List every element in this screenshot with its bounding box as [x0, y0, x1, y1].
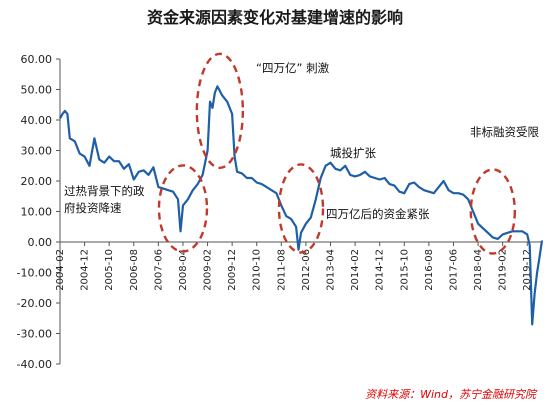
x-tick-label: 2004-12: [80, 249, 91, 291]
x-tick-label: 2015-10: [399, 249, 410, 291]
x-tick-label: 2011-08: [276, 249, 287, 291]
y-tick-label: -20.00: [17, 297, 52, 310]
x-tick-label: 2018-04: [473, 249, 484, 291]
annotation-ellipse: [469, 168, 517, 255]
x-tick-label: 2019-12: [522, 249, 533, 291]
annotation-label: “四万亿” 刺激: [256, 61, 330, 75]
y-tick-label: 0.00: [28, 236, 53, 249]
x-tick-label: 2010-10: [252, 249, 263, 291]
y-tick-label: 50.00: [21, 84, 53, 97]
annotation-label: 过热背景下的政: [64, 184, 145, 198]
x-axis: 2004-02 2004-12 2005-10 2006-08 2007-06 2008-…: [55, 241, 542, 291]
y-tick-label: 20.00: [21, 175, 53, 188]
x-tick-label: 2016-08: [424, 249, 435, 291]
x-tick-label: 2005-10: [104, 249, 115, 291]
annotation-ellipse: [195, 52, 245, 170]
x-tick-label: 2017-06: [448, 249, 459, 291]
y-tick-label: 30.00: [21, 145, 53, 158]
annotation-label: 府投资降速: [64, 201, 122, 215]
x-tick-label: 2013-04: [326, 249, 337, 291]
annotation-label: 四万亿后的资金紧张: [326, 207, 430, 221]
annotation-ellipse: [277, 163, 325, 254]
y-tick-label: 10.00: [21, 206, 53, 219]
x-tick-label: 2009-12: [227, 249, 238, 291]
y-tick-label: -30.00: [17, 328, 52, 341]
annotation-ellipse: [157, 164, 209, 253]
annotation-label: 城投扩张: [330, 146, 376, 160]
y-tick-label: 40.00: [21, 114, 53, 127]
x-tick-label: 2008-04: [178, 249, 189, 291]
x-tick-label: 2007-06: [153, 249, 164, 291]
series-line: [59, 85, 544, 326]
annotation-label: 非标融资受限: [470, 125, 539, 139]
x-tick-label: 2006-08: [129, 249, 140, 291]
y-tick-label: -40.00: [17, 358, 52, 371]
y-tick-label: -10.00: [17, 267, 52, 280]
x-tick-label: 2014-12: [375, 249, 386, 291]
series-layer: [59, 85, 544, 326]
x-tick-label: 2014-02: [350, 249, 361, 291]
chart-title: 资金来源因素变化对基建增速的影响: [146, 8, 403, 27]
x-tick-label: 2012-06: [301, 249, 312, 291]
y-tick-label: 60.00: [21, 53, 53, 66]
chart-source-note: 资料来源：Wind，苏宁金融研究院: [365, 388, 536, 401]
x-tick-label: 2019-02: [498, 249, 509, 291]
y-axis: 60.00 50.00 40.00 30.00 20.00 10.00 0.00 -10.00…: [17, 53, 61, 371]
x-tick-label: 2004-02: [55, 249, 66, 291]
x-tick-label: 2009-02: [203, 249, 214, 291]
